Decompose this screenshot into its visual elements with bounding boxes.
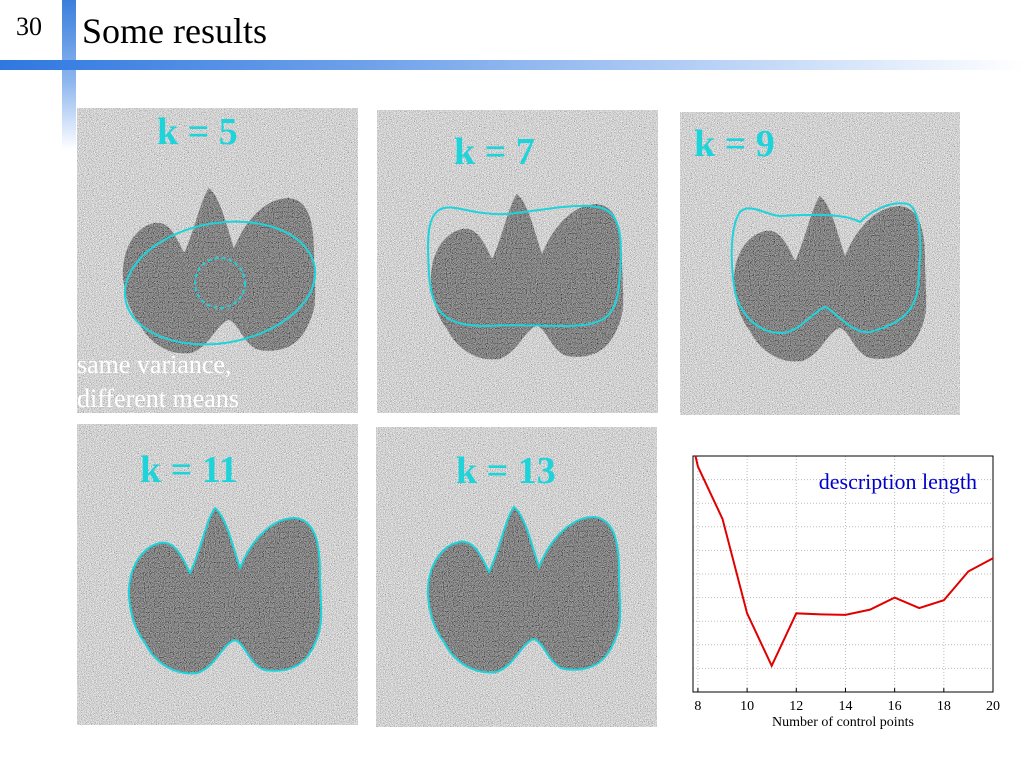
result-panel-k7: k = 7 xyxy=(377,110,658,413)
x-tick-label: 12 xyxy=(789,699,803,714)
title-side-bar xyxy=(62,0,76,150)
x-tick-label: 20 xyxy=(986,699,1000,714)
contour-k13 xyxy=(426,505,622,674)
chart-annotation: description length xyxy=(819,469,977,494)
x-tick-label: 14 xyxy=(838,699,852,714)
series-line xyxy=(694,455,994,669)
title-underline xyxy=(0,60,1024,70)
image-caption: same variance, different means xyxy=(77,348,239,416)
result-panel-k11: k = 11 xyxy=(77,424,358,725)
segmentation-image-k5 xyxy=(77,108,358,413)
segmentation-image-k13 xyxy=(376,427,657,727)
dark-object xyxy=(430,194,624,360)
data-point xyxy=(844,614,847,616)
dark-object xyxy=(427,507,621,673)
segmentation-image-k7 xyxy=(377,110,658,413)
x-tick-label: 18 xyxy=(937,699,951,714)
data-point xyxy=(746,612,748,615)
data-point xyxy=(770,664,773,667)
contour-k7 xyxy=(427,204,622,328)
data-point xyxy=(918,607,921,609)
data-point xyxy=(697,465,699,468)
data-point xyxy=(992,557,994,560)
dark-object xyxy=(128,508,322,674)
description-length-chart: 8 10 12 14 16 18 20 Number of control points des… xyxy=(688,452,1008,742)
data-point xyxy=(869,608,871,611)
contour-k9 xyxy=(730,202,922,335)
caption-line-2: different means xyxy=(77,384,239,413)
segmentation-image-k11 xyxy=(77,424,358,725)
chart-svg: 8 10 12 14 16 18 20 Number of control points des… xyxy=(692,455,1000,730)
result-panel-k5: k = 5 xyxy=(77,108,358,413)
data-point xyxy=(820,613,822,616)
segmentation-image-k9 xyxy=(680,112,960,415)
k-label: k = 5 xyxy=(157,111,238,153)
k-label: k = 9 xyxy=(694,123,775,165)
result-panel-k9: k = 9 xyxy=(680,112,960,415)
x-tick-label: 10 xyxy=(740,699,754,714)
inner-contour-k5 xyxy=(194,257,246,309)
data-point xyxy=(694,455,697,457)
result-panel-k13: k = 13 xyxy=(376,427,657,727)
caption-line-1: same variance, xyxy=(77,350,232,379)
k-label: k = 7 xyxy=(454,131,535,173)
dark-object xyxy=(122,188,316,354)
plot-frame xyxy=(692,455,994,693)
data-point xyxy=(721,518,724,520)
data-point xyxy=(943,599,945,602)
k-label: k = 13 xyxy=(456,450,556,492)
x-axis-label: Number of control points xyxy=(772,715,914,730)
x-tick-label: 8 xyxy=(694,699,701,714)
contour-k5 xyxy=(123,220,317,346)
contour-k11 xyxy=(127,506,323,675)
data-point xyxy=(795,612,798,615)
data-point xyxy=(893,596,896,599)
dark-object xyxy=(733,196,927,362)
k-label: k = 11 xyxy=(140,449,238,491)
slide-number: 30 xyxy=(16,12,42,41)
data-point xyxy=(967,570,970,573)
x-tick-label: 16 xyxy=(888,699,902,714)
slide-title: Some results xyxy=(82,11,267,51)
